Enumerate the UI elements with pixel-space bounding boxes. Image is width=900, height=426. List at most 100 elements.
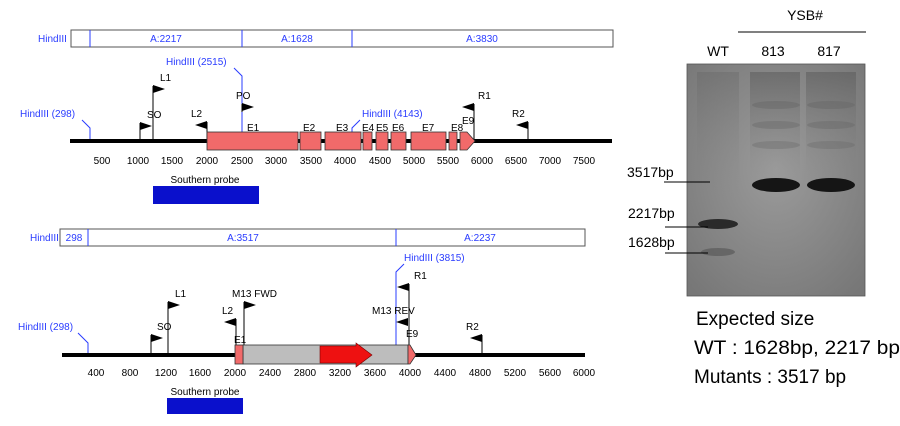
top-exon-e1-label: E1 bbox=[247, 123, 260, 134]
gel-marker-1628: 1628bp bbox=[628, 234, 675, 250]
top-exon-e9-label: E9 bbox=[462, 116, 475, 127]
top-primer-r1-arrow-icon bbox=[462, 103, 474, 111]
bottom-southern-probe: Southern probe bbox=[167, 387, 243, 414]
top-probe-label: Southern probe bbox=[171, 175, 240, 186]
top-site-2515: HindIII (2515) bbox=[166, 57, 243, 140]
top-fragment-segment-3: A:3830 bbox=[466, 34, 498, 45]
gel-lane-label-817: 817 bbox=[817, 43, 841, 59]
top-exon-e6-label: E6 bbox=[392, 123, 405, 134]
bottom-tick-label: 1200 bbox=[155, 368, 178, 379]
expected-size-caption: Expected size WT : 1628bp, 2217 bp Mutan… bbox=[694, 309, 900, 388]
bottom-tick-label: 2000 bbox=[224, 368, 247, 379]
top-exon-e8: E8 bbox=[448, 123, 464, 151]
bottom-site-3815: HindIII (3815) bbox=[395, 253, 465, 345]
bottom-tick-label: 3200 bbox=[329, 368, 352, 379]
bottom-primer-l2-arrow-icon bbox=[224, 318, 236, 326]
top-primer-l1: L1 bbox=[152, 73, 172, 140]
bottom-tick-label: 800 bbox=[122, 368, 139, 379]
bottom-primer-r2: R2 bbox=[466, 322, 483, 354]
gel-lane-label-wt: WT bbox=[707, 43, 729, 59]
bottom-primer-r2-label: R2 bbox=[466, 322, 479, 333]
top-exon-e3: E3 bbox=[324, 123, 362, 151]
top-primer-po: PO bbox=[236, 91, 254, 112]
bottom-primer-r1-arrow-icon bbox=[397, 283, 409, 291]
bottom-primer-l2-label: L2 bbox=[222, 306, 234, 317]
bottom-fragment-segment-3: A:2237 bbox=[464, 233, 496, 244]
top-ruler: 500 1000 1500 2000 2500 3000 3500 4000 4… bbox=[94, 156, 596, 167]
bottom-primer-m13-fwd-arrow-icon bbox=[244, 301, 256, 309]
top-exon-e8-label: E8 bbox=[451, 123, 464, 134]
top-primer-so-arrow-icon bbox=[140, 122, 152, 130]
top-primer-po-arrow-icon bbox=[242, 103, 254, 111]
gel-group-label: YSB# bbox=[787, 7, 823, 23]
bottom-primer-m13-rev: M13 REV bbox=[372, 306, 415, 326]
top-tick-label: 5500 bbox=[437, 156, 460, 167]
bottom-exon-e1: E1 bbox=[234, 335, 247, 365]
top-exon-e3-label: E3 bbox=[336, 123, 349, 134]
top-site-4143-label: HindIII (4143) bbox=[362, 109, 423, 120]
bottom-primer-m13-rev-label: M13 REV bbox=[372, 306, 415, 317]
bottom-tick-label: 2800 bbox=[294, 368, 317, 379]
bottom-primer-so-label: SO bbox=[157, 322, 172, 333]
top-exon-e7-label: E7 bbox=[422, 123, 435, 134]
top-primer-r1: R1 bbox=[462, 91, 491, 140]
top-tick-label: 5000 bbox=[403, 156, 426, 167]
top-southern-probe: Southern probe bbox=[153, 175, 259, 204]
bottom-primer-l1-label: L1 bbox=[175, 289, 187, 300]
top-tick-label: 1500 bbox=[161, 156, 184, 167]
bottom-primer-l1-arrow-icon bbox=[168, 301, 180, 309]
top-exon-e2-label: E2 bbox=[303, 123, 316, 134]
top-tick-label: 3500 bbox=[300, 156, 323, 167]
top-tick-label: 6000 bbox=[471, 156, 494, 167]
bottom-fragment-bar: HindIII 298 A:3517 A:2237 bbox=[30, 228, 586, 247]
top-primer-r2: R2 bbox=[512, 109, 529, 140]
top-tick-label: 3000 bbox=[265, 156, 288, 167]
top-fragment-segment-1: A:2217 bbox=[150, 34, 182, 45]
top-map: HindIII A:2217 A:1628 A:3830 HindIII (29… bbox=[20, 29, 614, 204]
top-tick-label: 4500 bbox=[369, 156, 392, 167]
bottom-primer-r1: R1 bbox=[397, 271, 427, 345]
top-primer-r2-label: R2 bbox=[512, 109, 525, 120]
bottom-primer-m13-fwd-label: M13 FWD bbox=[232, 289, 277, 300]
bottom-primer-so-arrow-icon bbox=[151, 334, 163, 342]
bottom-tick-label: 6000 bbox=[573, 368, 596, 379]
bottom-tick-label: 2400 bbox=[259, 368, 282, 379]
top-fragment-bar: HindIII A:2217 A:1628 A:3830 bbox=[38, 29, 614, 48]
bottom-probe-label: Southern probe bbox=[171, 387, 240, 398]
top-tick-label: 7500 bbox=[573, 156, 596, 167]
bottom-fragment-segment-1: 298 bbox=[66, 233, 83, 244]
top-site-4143: HindIII (4143) bbox=[351, 109, 423, 132]
bottom-primer-so: SO bbox=[150, 322, 172, 354]
top-primer-r1-label: R1 bbox=[478, 91, 491, 102]
gel-marker-2217: 2217bp bbox=[628, 205, 675, 221]
top-tick-label: 2500 bbox=[231, 156, 254, 167]
top-primer-l2-arrow-icon bbox=[195, 121, 207, 129]
top-primer-so: SO bbox=[139, 110, 162, 140]
bottom-site-3815-label: HindIII (3815) bbox=[404, 253, 465, 264]
top-exon-e5-label: E5 bbox=[376, 123, 389, 134]
bottom-fragment-hindiii-label: HindIII bbox=[30, 233, 59, 244]
top-fragment-hindiii-label: HindIII bbox=[38, 34, 67, 45]
top-primer-so-label: SO bbox=[147, 110, 162, 121]
top-primer-l1-arrow-icon bbox=[153, 85, 165, 93]
bottom-tick-label: 4000 bbox=[399, 368, 422, 379]
bottom-tick-label: 400 bbox=[88, 368, 105, 379]
bottom-tick-label: 5600 bbox=[539, 368, 562, 379]
top-site-298: HindIII (298) bbox=[20, 109, 91, 140]
bottom-tick-label: 1600 bbox=[189, 368, 212, 379]
bottom-exon-e1-label: E1 bbox=[234, 335, 247, 346]
top-primer-po-label: PO bbox=[236, 91, 251, 102]
top-exon-e6: E6 bbox=[390, 123, 407, 151]
bottom-primer-m13-rev-arrow-icon bbox=[396, 318, 408, 326]
top-exon-e5: E5 bbox=[375, 123, 389, 151]
bottom-exon-e9-label: E9 bbox=[406, 329, 419, 340]
bottom-fragment-segment-2: A:3517 bbox=[227, 233, 259, 244]
bottom-tick-label: 4400 bbox=[434, 368, 457, 379]
top-tick-label: 1000 bbox=[127, 156, 150, 167]
southern-blot: YSB# WT 813 817 3517bp 2217bp 1628bp bbox=[627, 7, 866, 297]
top-tick-label: 500 bbox=[94, 156, 111, 167]
bottom-cassette-arrow-icon bbox=[319, 342, 373, 368]
gel-markers: 3517bp 2217bp 1628bp bbox=[627, 164, 710, 254]
top-tick-label: 2000 bbox=[196, 156, 219, 167]
